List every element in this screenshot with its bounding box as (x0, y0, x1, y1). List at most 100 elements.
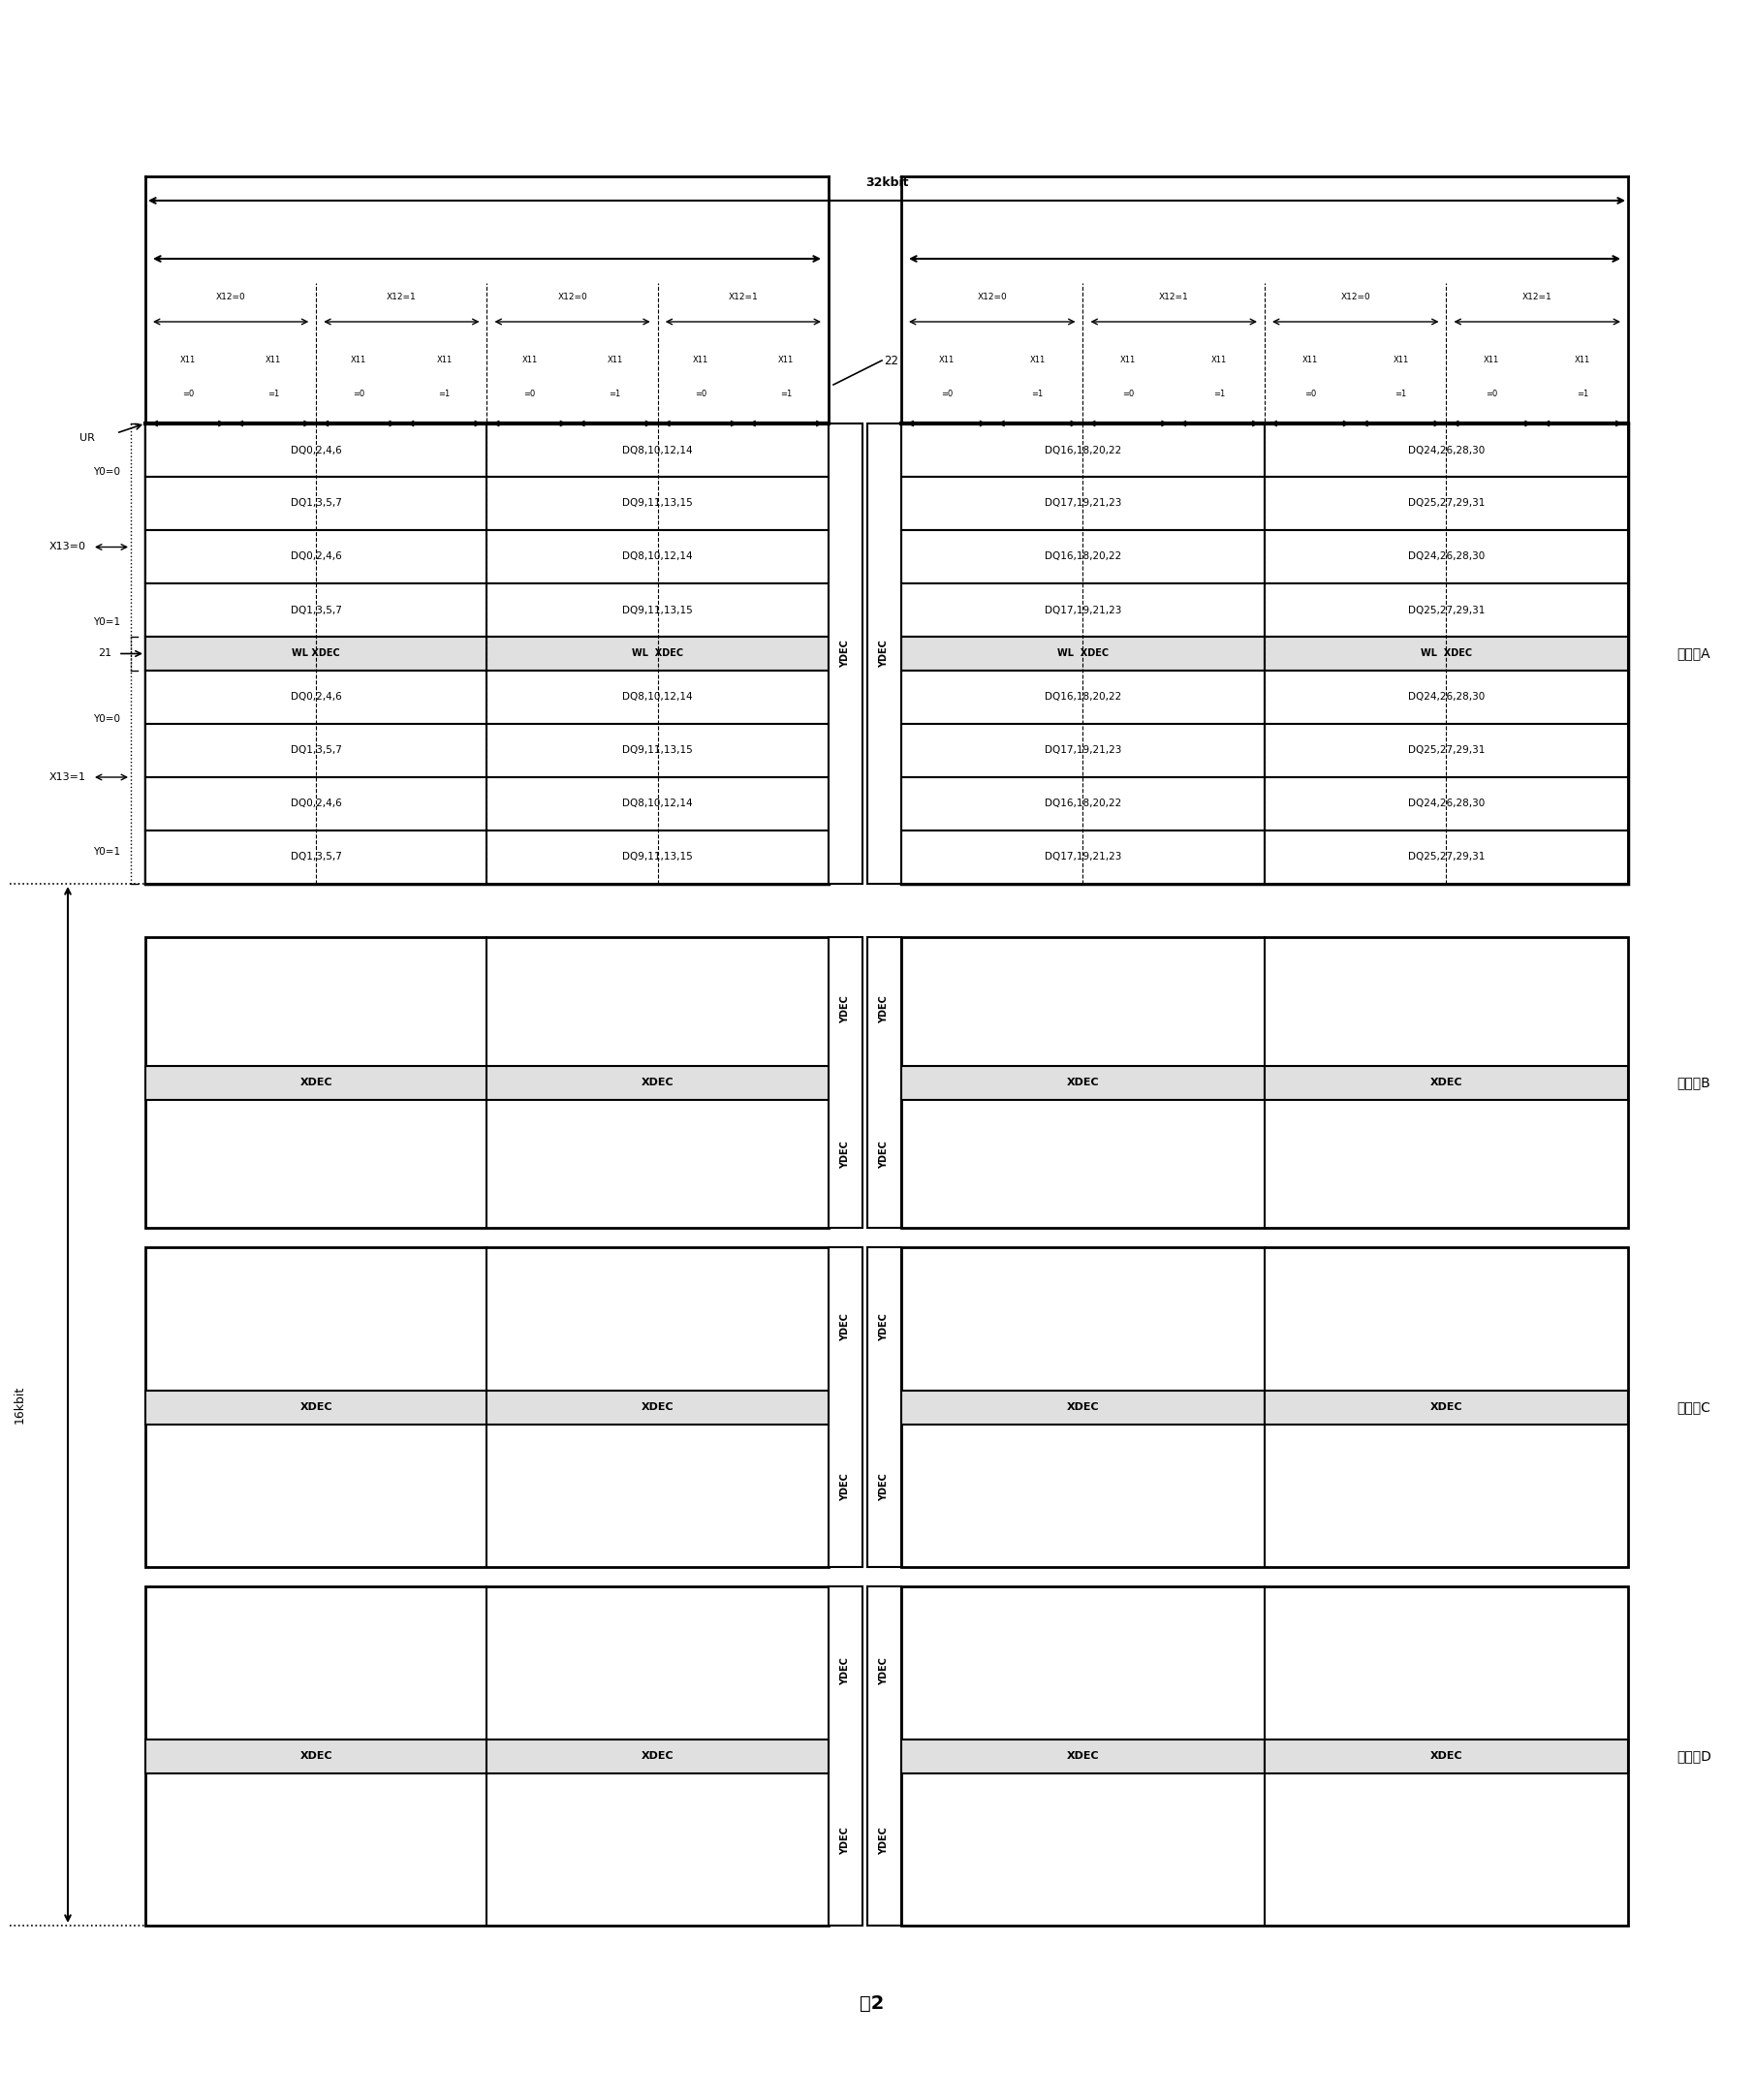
Text: XDEC: XDEC (1067, 1751, 1099, 1760)
Text: 存储体D: 存储体D (1676, 1749, 1711, 1762)
Text: 存储体A: 存储体A (1676, 647, 1709, 659)
Bar (902, 1247, 1629, 1567)
Text: X12=0: X12=0 (558, 294, 588, 302)
Bar (146, 1390, 486, 1424)
Text: XDEC: XDEC (1430, 1077, 1462, 1088)
Bar (146, 529, 486, 584)
Bar (1265, 1065, 1629, 1100)
Text: DQ9,11,13,15: DQ9,11,13,15 (623, 498, 693, 508)
Text: DQ17,19,21,23: DQ17,19,21,23 (1044, 746, 1121, 756)
Text: 存储体C: 存储体C (1676, 1401, 1711, 1413)
Bar (146, 777, 486, 830)
Text: YDEC: YDEC (879, 1312, 890, 1342)
Bar (1265, 830, 1629, 884)
Text: DQ8,10,12,14: DQ8,10,12,14 (623, 552, 693, 561)
Text: 22: 22 (885, 355, 899, 367)
Text: DQ17,19,21,23: DQ17,19,21,23 (1044, 498, 1121, 508)
Text: =0: =0 (1304, 391, 1316, 399)
Text: XDEC: XDEC (642, 1403, 674, 1411)
Text: DQ24,26,28,30: DQ24,26,28,30 (1408, 445, 1485, 456)
Text: X13=0: X13=0 (49, 542, 86, 552)
Text: 32kbit: 32kbit (865, 176, 909, 189)
Bar (902, 1739, 1265, 1772)
Bar (486, 1065, 828, 1100)
Text: 存储体B: 存储体B (1676, 1075, 1709, 1090)
Text: =0: =0 (183, 391, 195, 399)
Bar (486, 670, 828, 724)
Text: Y0=0: Y0=0 (93, 714, 119, 724)
Text: YDEC: YDEC (879, 1472, 890, 1502)
Text: XDEC: XDEC (1430, 1751, 1462, 1760)
Text: XDEC: XDEC (642, 1751, 674, 1760)
Text: YDEC: YDEC (841, 1827, 851, 1854)
Bar (867, 1247, 902, 1567)
Bar (146, 584, 486, 636)
Bar (486, 584, 828, 636)
Text: XDEC: XDEC (300, 1751, 332, 1760)
Bar (902, 584, 1265, 636)
Text: X12=1: X12=1 (386, 294, 416, 302)
Text: X11: X11 (265, 357, 281, 365)
Bar (486, 724, 828, 777)
Bar (1265, 1739, 1629, 1772)
Bar (146, 1247, 828, 1567)
Bar (486, 636, 828, 670)
Bar (146, 636, 486, 670)
Text: X11: X11 (1302, 357, 1318, 365)
Bar (902, 724, 1265, 777)
Bar (486, 477, 828, 529)
Bar (1265, 584, 1629, 636)
Text: DQ0,2,4,6: DQ0,2,4,6 (291, 693, 342, 701)
Bar (902, 830, 1265, 884)
Bar (1265, 424, 1629, 477)
Text: 图2: 图2 (860, 1993, 885, 2012)
Text: =0: =0 (1486, 391, 1497, 399)
Text: X11: X11 (1211, 357, 1227, 365)
Bar (486, 830, 828, 884)
Bar (902, 670, 1265, 724)
Bar (828, 937, 862, 1228)
Text: =0: =0 (523, 391, 535, 399)
Bar (828, 424, 862, 884)
Text: =1: =1 (1395, 391, 1408, 399)
Text: DQ9,11,13,15: DQ9,11,13,15 (623, 853, 693, 861)
Text: DQ0,2,4,6: DQ0,2,4,6 (291, 798, 342, 809)
Text: YDEC: YDEC (841, 995, 851, 1025)
Text: DQ17,19,21,23: DQ17,19,21,23 (1044, 605, 1121, 615)
Bar (146, 1586, 828, 1926)
Bar (486, 777, 828, 830)
Text: YDEC: YDEC (879, 995, 890, 1025)
Text: YDEC: YDEC (841, 640, 851, 668)
Text: =0: =0 (941, 391, 953, 399)
Bar (146, 1065, 486, 1100)
Bar (867, 937, 902, 1228)
Text: 21: 21 (98, 649, 112, 659)
Text: WL  XDEC: WL XDEC (1420, 649, 1472, 659)
Text: YDEC: YDEC (841, 1140, 851, 1170)
Text: X12=0: X12=0 (1341, 294, 1371, 302)
Text: Y0=1: Y0=1 (93, 848, 121, 857)
Text: X11: X11 (1393, 357, 1409, 365)
Text: DQ16,18,20,22: DQ16,18,20,22 (1044, 445, 1121, 456)
Bar (902, 777, 1265, 830)
Text: X12=1: X12=1 (1158, 294, 1188, 302)
Text: X11: X11 (521, 357, 537, 365)
Text: DQ25,27,29,31: DQ25,27,29,31 (1408, 605, 1485, 615)
Text: YDEC: YDEC (841, 1312, 851, 1342)
Bar (902, 424, 1265, 477)
Bar (828, 1586, 862, 1926)
Text: UR: UR (79, 433, 95, 443)
Text: =1: =1 (439, 391, 451, 399)
Text: X12=1: X12=1 (728, 294, 758, 302)
Text: X11: X11 (693, 357, 709, 365)
Bar (867, 1586, 902, 1926)
Bar (1265, 670, 1629, 724)
Text: DQ9,11,13,15: DQ9,11,13,15 (623, 746, 693, 756)
Bar (1265, 529, 1629, 584)
Text: X11: X11 (1485, 357, 1501, 365)
Bar (1265, 636, 1629, 670)
Bar (902, 937, 1629, 1228)
Bar (1265, 777, 1629, 830)
Text: X12=0: X12=0 (216, 294, 246, 302)
Text: X11: X11 (939, 357, 955, 365)
